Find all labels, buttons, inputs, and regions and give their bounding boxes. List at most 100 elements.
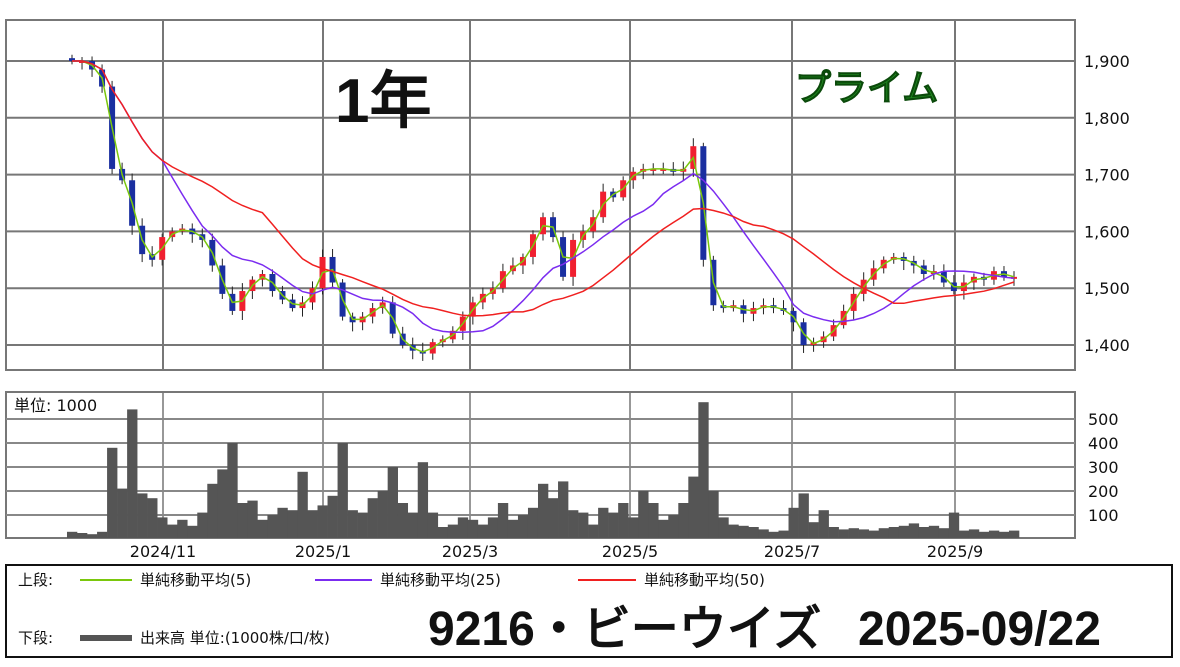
volume-bar <box>307 510 318 538</box>
volume-bar <box>327 495 338 538</box>
legend-ma25: 単純移動平均(25) <box>380 571 501 589</box>
candle-body <box>660 168 667 171</box>
volume-bar <box>127 409 138 538</box>
volume-bar <box>207 483 218 538</box>
volume-bar <box>968 529 980 538</box>
volume-bar <box>598 507 609 538</box>
volume-bar <box>137 493 148 538</box>
legend-upper-label: 上段: <box>18 571 53 589</box>
volume-bar <box>748 527 759 538</box>
volume-bar <box>838 529 849 538</box>
volume-bar <box>517 515 529 538</box>
volume-bar <box>297 471 308 538</box>
volume-bar <box>177 519 188 538</box>
volume-bar <box>688 476 699 538</box>
volume-bar <box>718 517 729 538</box>
volume-bar <box>457 517 469 538</box>
price-tick-label: 1,600 <box>1084 222 1130 241</box>
candle-body <box>69 58 75 61</box>
volume-bar <box>948 512 960 538</box>
price-tick-label: 1,500 <box>1084 279 1130 298</box>
volume-bar <box>527 507 539 538</box>
volume-bar <box>347 510 358 538</box>
volume-bar <box>277 507 288 538</box>
volume-bar <box>467 519 479 538</box>
volume-bar <box>287 510 298 538</box>
volume-bar <box>638 491 649 538</box>
volume-bar <box>497 503 509 538</box>
volume-bar <box>938 528 950 538</box>
volume-bar <box>66 531 78 538</box>
volume-bar <box>558 481 569 538</box>
volume-bar <box>998 531 1010 538</box>
x-axis: 2024/11 2025/1 2025/3 2025/5 2025/7 2025/9 <box>130 542 983 561</box>
legend-lower-label: 下段: <box>18 629 53 647</box>
volume-bar <box>77 533 88 538</box>
volume-bar <box>417 462 429 538</box>
volume-bar <box>167 524 178 538</box>
volume-bar <box>588 524 599 538</box>
volume-bar <box>487 517 499 538</box>
volume-bar <box>147 498 158 538</box>
x-tick-label: 2025/9 <box>927 542 983 561</box>
volume-bar <box>758 529 769 538</box>
volume-bar <box>928 525 940 538</box>
x-tick-label: 2025/1 <box>295 542 351 561</box>
volume-tick-label: 200 <box>1088 482 1119 501</box>
volume-bar <box>668 515 679 538</box>
price-tick-label: 1,900 <box>1084 52 1130 71</box>
volume-bar <box>117 488 128 538</box>
legend-ma50: 単純移動平均(50) <box>644 571 765 589</box>
volume-bar <box>728 524 739 538</box>
candle-body <box>650 168 657 171</box>
volume-bar <box>217 469 228 538</box>
price-tick-label: 1,800 <box>1084 109 1130 128</box>
volume-bar <box>267 515 278 538</box>
volume-bar <box>537 483 549 538</box>
volume-tick-label: 300 <box>1088 458 1119 477</box>
volume-bar <box>648 503 659 538</box>
volume-bar <box>507 519 519 538</box>
volume-bars <box>66 402 1020 538</box>
volume-bar <box>437 527 449 538</box>
volume-bar <box>337 443 348 538</box>
volume-bar <box>87 534 98 538</box>
volume-bar <box>407 512 419 538</box>
volume-tick-label: 400 <box>1088 434 1119 453</box>
volume-bar <box>778 530 789 538</box>
volume-bar <box>788 507 799 538</box>
volume-bar <box>187 525 198 538</box>
volume-bar <box>608 512 619 538</box>
volume-bar <box>97 531 108 538</box>
volume-bar <box>367 498 378 538</box>
moving-averages <box>72 60 1015 353</box>
price-tick-label: 1,400 <box>1084 336 1130 355</box>
legend-ma5: 単純移動平均(5) <box>140 571 251 589</box>
volume-bar <box>768 531 779 538</box>
ma-line-5 <box>72 60 1015 353</box>
volume-bar <box>658 519 669 538</box>
volume-bar <box>978 531 990 538</box>
volume-bar <box>698 402 709 538</box>
volume-bar <box>427 512 439 538</box>
volume-bar <box>247 500 258 538</box>
volume-bar <box>578 512 589 538</box>
volume-bar <box>878 528 890 538</box>
volume-bar <box>548 498 559 538</box>
volume-bar <box>357 512 368 538</box>
volume-bar <box>808 522 819 538</box>
volume-bar <box>818 510 829 538</box>
x-tick-label: 2024/11 <box>130 542 196 561</box>
volume-unit-label: 単位: 1000 <box>14 396 97 415</box>
x-tick-label: 2025/3 <box>442 542 498 561</box>
volume-bar <box>397 503 409 538</box>
volume-bar <box>988 530 1000 538</box>
volume-bar <box>317 505 328 538</box>
volume-bar <box>798 493 809 538</box>
volume-bar <box>918 527 930 538</box>
volume-bar <box>708 491 719 538</box>
legend-volume: 出来高 単位:(1000株/口/枚) <box>140 629 330 647</box>
x-tick-label: 2025/7 <box>764 542 820 561</box>
volume-bar <box>848 528 859 538</box>
